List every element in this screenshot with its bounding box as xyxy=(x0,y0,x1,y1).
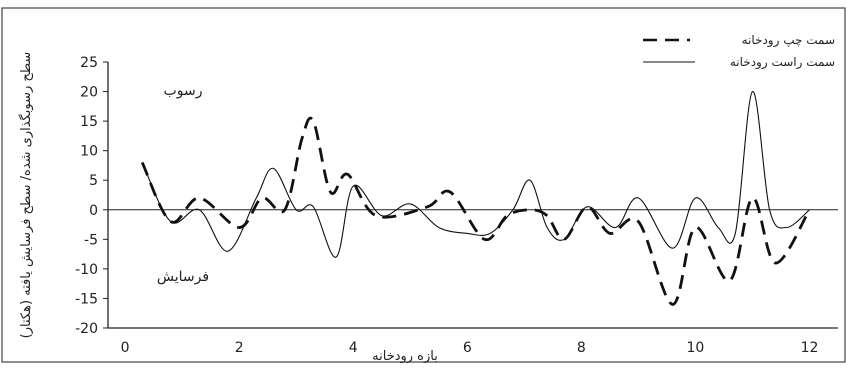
x-tick-label: 2 xyxy=(235,340,244,356)
x-tick-label: 12 xyxy=(801,340,819,356)
y-tick-label: 10 xyxy=(80,144,98,160)
y-tick-label: 15 xyxy=(80,114,98,130)
x-tick-label: 10 xyxy=(687,340,705,356)
axes xyxy=(103,61,838,329)
annotation-sediment: رسوب xyxy=(164,83,203,99)
legend: سمت چپ رودخانه سمت راست رودخانه xyxy=(643,33,835,70)
y-tick-label: -10 xyxy=(75,262,98,278)
series-line-right-bank xyxy=(141,91,810,258)
x-tick-label: 0 xyxy=(121,340,130,356)
x-tick-label: 8 xyxy=(577,340,586,356)
y-tick-label: -5 xyxy=(84,232,98,248)
annotation-erosion: فرسایش xyxy=(157,269,209,285)
tick-labels: 25 20 15 10 5 0 -5 -10 -15 -20 0 2 4 6 8 10 12 xyxy=(75,55,818,356)
y-axis-title: سطح رسوبگذاری شده/ سطح فرسایش یافته (هکت… xyxy=(18,52,34,339)
x-tick-label: 6 xyxy=(463,340,472,356)
y-tick-label: 20 xyxy=(80,85,98,101)
legend-label-right-bank: سمت راست رودخانه xyxy=(730,55,835,70)
y-tick-label: 25 xyxy=(80,55,98,71)
y-tick-label: 0 xyxy=(89,203,98,219)
x-tick-label: 4 xyxy=(349,340,358,356)
y-tick-label: -15 xyxy=(75,291,98,307)
plot-border xyxy=(1,7,846,363)
series-layer xyxy=(140,91,811,306)
y-tick-label: -20 xyxy=(75,321,98,337)
series-line-left-bank xyxy=(140,116,811,306)
legend-label-left-bank: سمت چپ رودخانه xyxy=(742,33,835,48)
y-tick-label: 5 xyxy=(89,173,98,189)
x-axis-title: بازه رودخانه xyxy=(372,349,438,364)
